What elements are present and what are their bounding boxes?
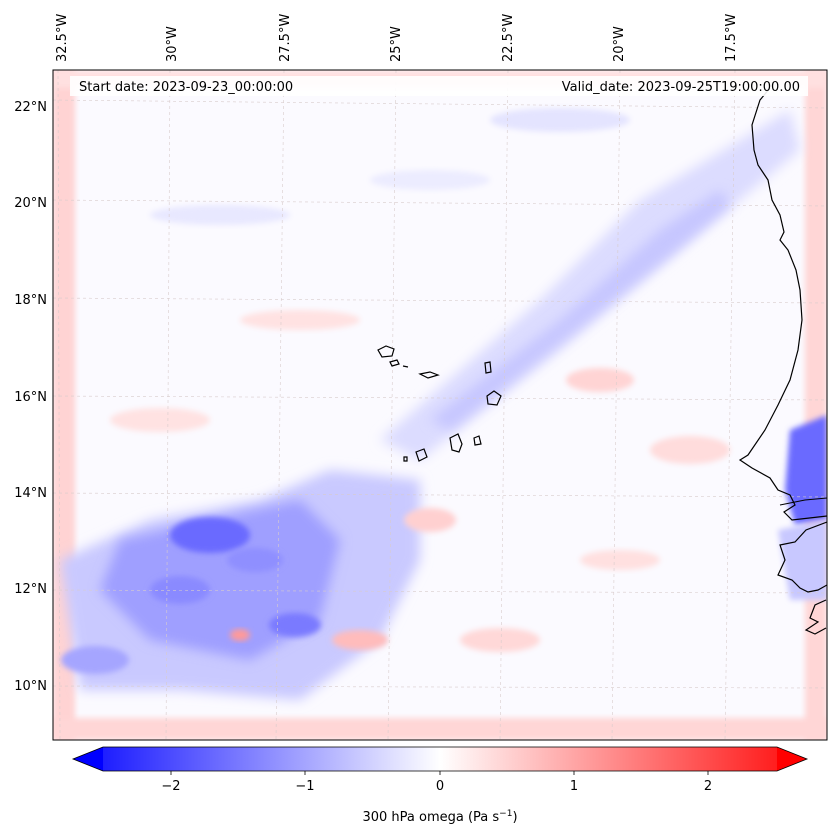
map-frame (52, 69, 828, 741)
colorbar-tick-label: 2 (704, 779, 712, 794)
colorbar-label-main: 300 hPa omega (Pa s (362, 810, 499, 825)
colorbar-tick-label: −2 (161, 779, 180, 794)
lon-label: 30°W (165, 26, 180, 62)
colorbar-max-arrow (777, 747, 807, 771)
lat-label: 18°N (14, 293, 47, 308)
colorbar-body (103, 747, 777, 771)
colorbar-label-exponent: −1 (499, 809, 512, 819)
lat-label: 10°N (14, 679, 47, 694)
valid-date-label: Valid_date: 2023-09-25T19:00:00.00 (562, 80, 800, 95)
lon-label: 20°W (612, 26, 627, 62)
colorbar-tick-label: −1 (295, 779, 314, 794)
header-background (70, 76, 808, 96)
colorbar-label: 300 hPa omega (Pa s−1) (362, 809, 517, 825)
colorbar-label-close: ) (512, 810, 517, 825)
lon-label: 22.5°W (501, 14, 516, 62)
lon-label: 25°W (389, 26, 404, 62)
african-coastline (738, 87, 827, 635)
lat-label: 22°N (14, 100, 47, 115)
lon-label: 32.5°W (55, 14, 70, 62)
colorbar-min-arrow (73, 747, 103, 771)
lon-label: 27.5°W (278, 14, 293, 62)
lat-label: 12°N (14, 582, 47, 597)
lat-label: 20°N (14, 196, 47, 211)
graticule (53, 70, 827, 740)
latitude-labels: 22°N 20°N 18°N 16°N 14°N 12°N 10°N (14, 100, 47, 694)
map-panel (53, 70, 828, 740)
lon-label: 17.5°W (724, 14, 739, 62)
cape-verde-islands (377, 345, 502, 462)
colorbar-tick-label: 1 (570, 779, 578, 794)
colorbar: −2 −1 0 1 2 300 hPa omega (Pa s−1) (71, 746, 809, 825)
longitude-labels: 32.5°W 30°W 27.5°W 25°W 22.5°W 20°W 17.5… (55, 14, 739, 62)
colorbar-outline (71, 746, 809, 772)
lat-label: 14°N (14, 486, 47, 501)
start-date-label: Start date: 2023-09-23_00:00:00 (79, 80, 293, 95)
omega-field (53, 70, 827, 740)
gambia-river (779, 497, 828, 506)
lat-label: 16°N (14, 390, 47, 405)
colorbar-tick-label: 0 (436, 779, 444, 794)
